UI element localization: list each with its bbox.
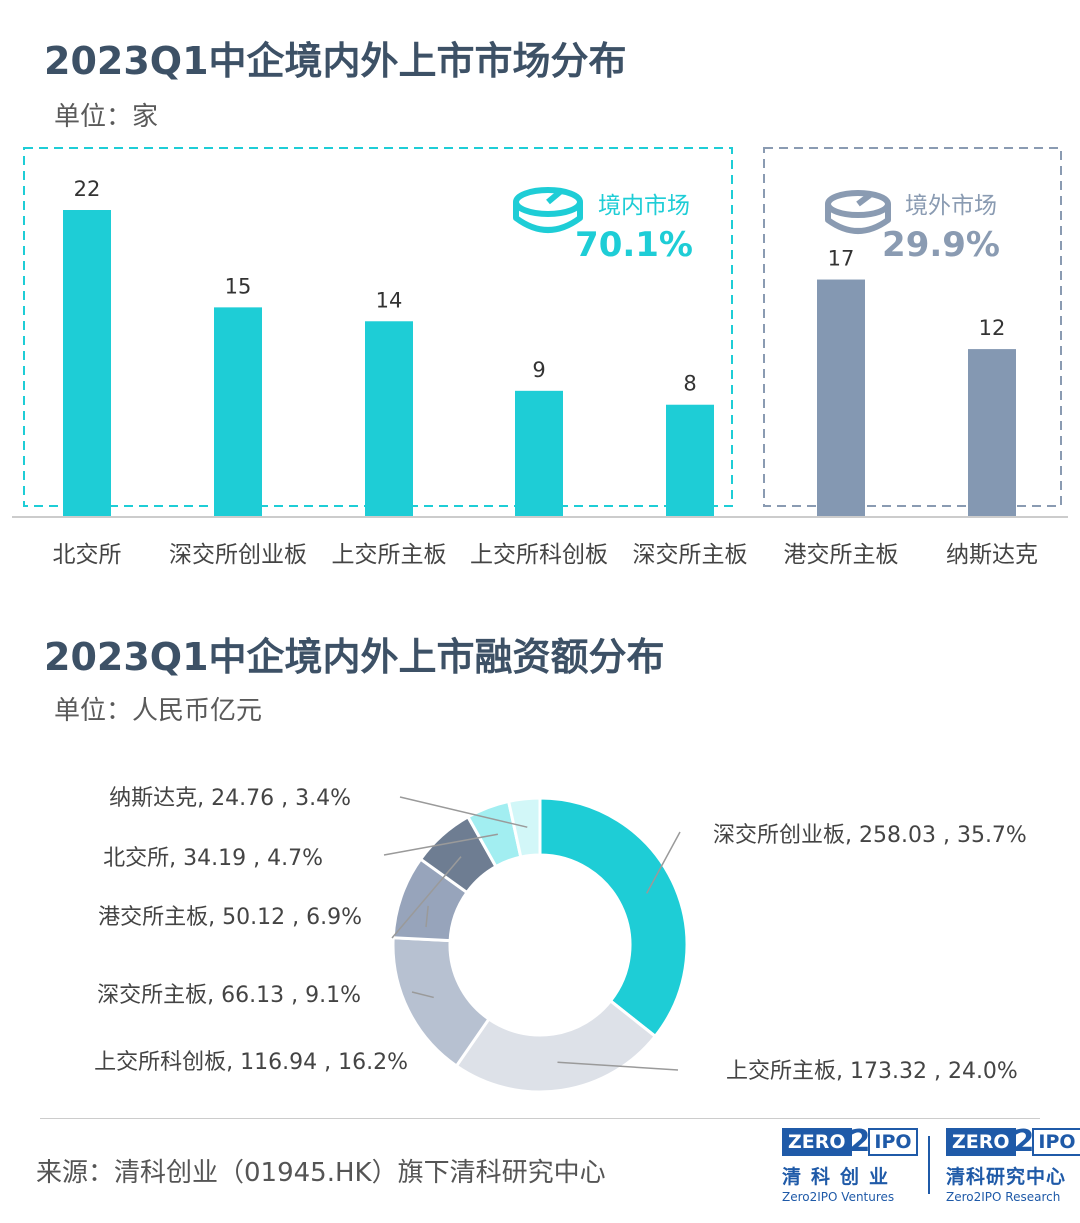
overseas-market-label: 境外市场 — [905, 193, 997, 219]
category-label: 深交所主板 — [633, 542, 748, 568]
bar — [63, 210, 111, 516]
bar-value-label: 12 — [979, 316, 1006, 340]
bar — [365, 321, 413, 516]
slice-label: 深交所主板, 66.13 , 9.1% — [97, 983, 361, 1008]
category-label: 上交所主板 — [332, 542, 447, 568]
bar — [817, 279, 865, 516]
leader-line — [425, 905, 429, 928]
chart2-title: 2023Q1中企境内外上市融资额分布 — [44, 635, 665, 679]
bar-value-label: 9 — [532, 358, 545, 382]
category-label: 深交所创业板 — [169, 542, 307, 568]
domestic-group-frame — [23, 147, 733, 507]
slice-label: 深交所创业板, 258.03 , 35.7% — [713, 823, 1027, 848]
donut-slice — [454, 998, 658, 1094]
bar-chart: 境内市场 70.1% 境外市场 29.9% 22 北交所 15 深交所创业板 14 上交所… — [12, 147, 1068, 568]
source-note: 来源：清科创业（01945.HK）旗下清科研究中心 — [36, 1158, 606, 1188]
category-label: 北交所 — [53, 542, 122, 568]
overseas-market-share: 29.9% — [882, 225, 1000, 265]
bar-value-label: 17 — [828, 247, 855, 271]
category-label: 纳斯达克 — [946, 542, 1038, 568]
footer-divider — [40, 1118, 1040, 1119]
bar-value-label: 14 — [376, 288, 403, 312]
slice-label: 上交所科创板, 116.94 , 16.2% — [94, 1050, 408, 1075]
chart1-title: 2023Q1中企境内外上市市场分布 — [44, 39, 627, 83]
bar-value-label: 8 — [683, 372, 696, 396]
domestic-market-share: 70.1% — [575, 225, 693, 265]
logo-two-text: 2 — [849, 1124, 871, 1159]
logo-cn-text: 清科研究中心 — [946, 1166, 1067, 1188]
leader-line — [411, 991, 434, 999]
logo-cn-text: 清科创业 — [782, 1166, 899, 1188]
bar — [515, 390, 563, 516]
bar — [214, 307, 262, 516]
logo-divider — [928, 1136, 930, 1194]
logo-en-text: Zero2IPO Research — [946, 1190, 1061, 1204]
overseas-group-frame — [763, 147, 1062, 507]
slice-label: 上交所主板, 173.32 , 24.0% — [726, 1059, 1018, 1084]
slice-label: 港交所主板, 50.12 , 6.9% — [98, 905, 362, 930]
chart2-unit: 单位：人民币亿元 — [54, 696, 263, 726]
category-label: 上交所科创板 — [470, 542, 608, 568]
donut-slice — [538, 796, 689, 1039]
overseas-market-icon — [825, 190, 891, 234]
logo-en-text: Zero2IPO Ventures — [782, 1190, 895, 1204]
domestic-market-label: 境内市场 — [598, 193, 690, 219]
leader-line — [557, 1061, 679, 1071]
domestic-market-icon — [513, 187, 583, 233]
zero2ipo-research-logo: ZERO 2 IPO 清科研究中心 Zero2IPO Research — [946, 1124, 1080, 1204]
logo-ipo-text: IPO — [868, 1128, 918, 1156]
bar-value-label: 22 — [74, 177, 101, 201]
logo-zero-text: ZERO — [782, 1128, 852, 1156]
bar-value-label: 15 — [225, 274, 252, 298]
leader-line — [646, 831, 681, 894]
leader-line — [391, 856, 462, 939]
donut-slice — [506, 796, 542, 859]
slice-label: 北交所, 34.19 , 4.7% — [103, 846, 323, 871]
logo-ipo-text: IPO — [1032, 1128, 1080, 1156]
bar — [666, 404, 714, 516]
chart1-unit: 单位：家 — [54, 102, 159, 132]
logo-zero-text: ZERO — [946, 1128, 1016, 1156]
bar — [968, 349, 1016, 516]
leader-line — [399, 796, 528, 828]
leader-line — [383, 833, 499, 856]
category-label: 港交所主板 — [784, 542, 899, 568]
zero2ipo-ventures-logo: ZERO 2 IPO 清科创业 Zero2IPO Ventures — [782, 1124, 918, 1204]
logo-two-text: 2 — [1013, 1124, 1035, 1159]
donut-chart: 深交所创业板, 258.03 , 35.7% 上交所主板, 173.32 , 24… — [94, 786, 1027, 1094]
slice-label: 纳斯达克, 24.76 , 3.4% — [109, 786, 351, 811]
